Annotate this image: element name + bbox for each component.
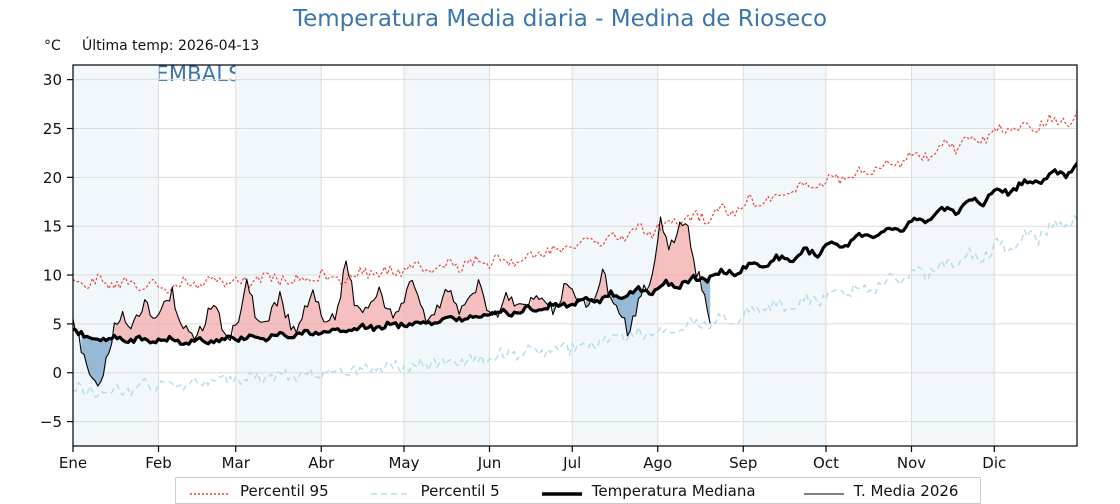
svg-text:Oct: Oct	[813, 454, 839, 472]
svg-text:Sep: Sep	[729, 454, 757, 472]
legend-label-temperatura-mediana: Temperatura Mediana	[591, 481, 756, 500]
svg-text:May: May	[388, 454, 419, 472]
legend-label-percentil-5: Percentil 5	[420, 481, 500, 500]
plot-frame	[72, 64, 1078, 447]
svg-text:5: 5	[52, 315, 62, 333]
last-temp-label: Última temp: 2026-04-13	[82, 38, 260, 54]
legend-swatch-t-media-2026	[803, 485, 844, 497]
legend-swatch-percentil-95	[190, 485, 230, 497]
svg-text:Jun: Jun	[477, 454, 501, 472]
svg-text:Dic: Dic	[982, 454, 1006, 472]
y-axis-unit-label: °C	[44, 38, 61, 54]
legend-swatch-percentil-5	[370, 485, 411, 497]
svg-text:0: 0	[52, 364, 62, 382]
svg-text:Mar: Mar	[222, 454, 251, 472]
series-lines	[73, 110, 1077, 398]
svg-text:Nov: Nov	[897, 454, 926, 472]
svg-text:10: 10	[43, 267, 62, 285]
svg-text:Jul: Jul	[562, 454, 581, 472]
svg-text:30: 30	[43, 71, 62, 89]
svg-text:15: 15	[43, 218, 62, 236]
svg-text:−5: −5	[40, 413, 62, 431]
gridlines	[72, 65, 1077, 446]
month-bands	[73, 65, 995, 446]
legend-item-temperatura-mediana: Temperatura Mediana	[541, 481, 756, 500]
y-axis-ticks: −5 0 5 10 15 20 25 30	[40, 71, 73, 431]
svg-text:Abr: Abr	[308, 454, 335, 472]
svg-text:Ago: Ago	[643, 454, 672, 472]
legend-label-t-media-2026: T. Media 2026	[853, 481, 959, 500]
legend-item-percentil-5: Percentil 5	[370, 481, 500, 500]
legend-item-percentil-95: Percentil 95	[190, 482, 329, 500]
legend-swatch-temperatura-mediana	[541, 485, 582, 497]
svg-text:25: 25	[43, 120, 62, 138]
svg-text:Feb: Feb	[145, 454, 172, 472]
svg-text:Ene: Ene	[59, 454, 87, 472]
legend-item-t-media-2026: T. Media 2026	[803, 481, 959, 500]
page-title: Temperatura Media diaria - Medina de Rio…	[292, 6, 828, 32]
x-axis-ticks: Ene Feb Mar Abr May Jun Jul Ago Sep Oct Nov Dic	[59, 446, 1006, 472]
svg-text:20: 20	[43, 169, 62, 187]
legend-label-percentil-95: Percentil 95	[240, 481, 329, 500]
